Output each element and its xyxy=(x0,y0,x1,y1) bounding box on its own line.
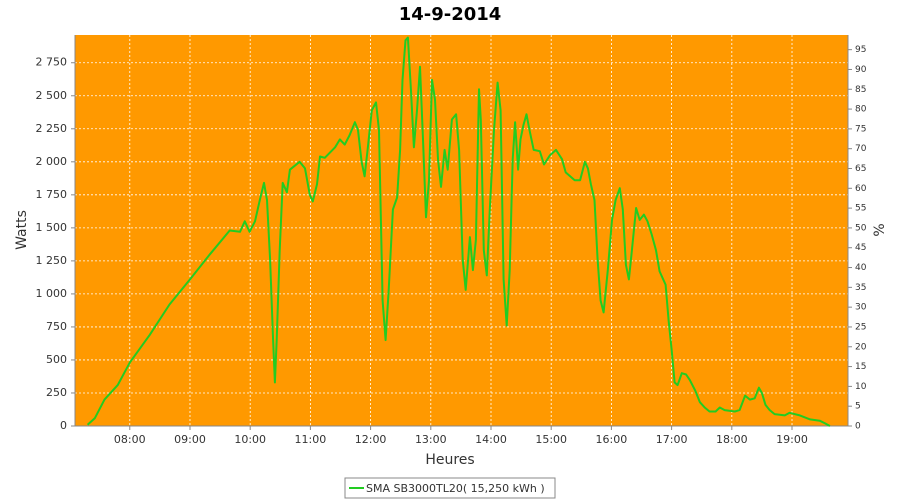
y-tick-label: 1 750 xyxy=(36,188,68,201)
y-tick-label: 250 xyxy=(46,386,67,399)
x-tick-label: 10:00 xyxy=(234,433,266,446)
y2-tick-label: 10 xyxy=(855,382,867,392)
line-series xyxy=(86,36,831,427)
y-axis-label: Watts xyxy=(14,210,30,250)
x-tick-label: 09:00 xyxy=(174,433,206,446)
x-tick-label: 13:00 xyxy=(415,433,447,446)
y-tick-label: 750 xyxy=(46,320,67,333)
y-tick-label: 2 250 xyxy=(36,122,68,135)
y2-tick-label: 20 xyxy=(855,342,867,352)
y-tick-label: 2 000 xyxy=(36,155,68,168)
x-tick-label: 18:00 xyxy=(716,433,748,446)
y2-tick-label: 30 xyxy=(855,303,867,313)
y-tick-label: 2 750 xyxy=(36,56,68,69)
y2-tick-label: 60 xyxy=(855,184,867,194)
y-tick-label: 2 500 xyxy=(36,89,68,102)
y2-tick-label: 90 xyxy=(855,65,867,75)
y-tick-label: 1 250 xyxy=(36,254,68,267)
y-tick-label: 500 xyxy=(46,353,67,366)
legend-label: SMA SB3000TL20( 15,250 kWh ) xyxy=(366,482,545,495)
y2-tick-label: 15 xyxy=(855,362,866,372)
x-tick-label: 15:00 xyxy=(535,433,567,446)
y2-tick-label: 65 xyxy=(855,164,866,174)
y2-tick-label: 45 xyxy=(855,243,866,253)
x-tick-label: 14:00 xyxy=(475,433,507,446)
y2-tick-label: 75 xyxy=(855,124,866,134)
x-tick-label: 12:00 xyxy=(355,433,387,446)
y2-tick-label: 0 xyxy=(855,422,861,432)
y2-tick-label: 80 xyxy=(855,105,867,115)
x-tick-label: 16:00 xyxy=(596,433,628,446)
x-tick-label: 17:00 xyxy=(656,433,688,446)
x-tick-label: 11:00 xyxy=(295,433,327,446)
y2-tick-label: 50 xyxy=(855,223,867,233)
y2-tick-label: 40 xyxy=(855,263,867,273)
y-tick-label: 1 500 xyxy=(36,221,68,234)
legend-box xyxy=(344,477,556,499)
y2-tick-label: 55 xyxy=(855,204,866,214)
y2-tick-label: 85 xyxy=(855,85,866,95)
y2-tick-label: 5 xyxy=(855,402,861,412)
x-tick-label: 19:00 xyxy=(776,433,808,446)
x-tick-label: 08:00 xyxy=(114,433,146,446)
y-tick-label: 0 xyxy=(60,419,67,432)
y2-tick-label: 25 xyxy=(855,322,866,332)
y-tick-label: 1 000 xyxy=(36,287,68,300)
y2-axis-label: % xyxy=(872,223,888,236)
chart-title: 14-9-2014 xyxy=(399,4,502,25)
y2-tick-label: 95 xyxy=(855,45,866,55)
y2-tick-label: 35 xyxy=(855,283,866,293)
x-axis-label: Heures xyxy=(425,452,474,468)
y2-tick-label: 70 xyxy=(855,144,867,154)
